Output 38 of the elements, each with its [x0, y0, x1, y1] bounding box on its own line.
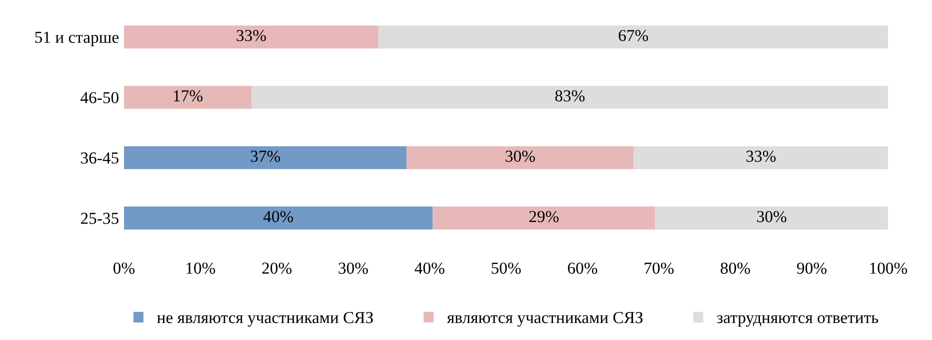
bar [124, 26, 378, 48]
bar [124, 86, 252, 109]
x-tick-label: 70% [644, 262, 674, 274]
bar [124, 146, 407, 170]
y-tick-label: 46-50 [80, 92, 118, 104]
x-tick-label: 60% [568, 262, 598, 274]
bar [406, 146, 634, 170]
x-tick-label: 100% [870, 262, 908, 274]
bar [432, 206, 656, 230]
legend-label: являются участниками СЯЗ [446, 312, 643, 327]
data-label: 30% [757, 210, 786, 222]
data-label: 30% [506, 150, 535, 162]
y-tick-label: 36-45 [81, 152, 118, 164]
data-label: 33% [746, 150, 776, 162]
data-label: 83% [555, 90, 585, 102]
legend-label: не являются участниками СЯЗ [157, 312, 373, 327]
x-tick-label: 50% [492, 262, 521, 274]
y-tick-label: 51 и старше [35, 32, 119, 46]
x-tick-label: 80% [720, 262, 750, 274]
x-tick-label: 40% [414, 262, 444, 274]
data-label: 33% [236, 30, 266, 42]
bar [252, 86, 888, 109]
bar [378, 26, 888, 48]
x-tick-label: 20% [262, 262, 292, 274]
x-tick-label: 10% [186, 262, 216, 274]
x-tick-label: 0% [113, 262, 134, 274]
data-label: 29% [529, 210, 559, 222]
data-label: 17% [174, 90, 202, 102]
legend-label: затрудняются ответить [717, 315, 878, 327]
data-label: 37% [250, 150, 280, 162]
data-label: 67% [618, 30, 648, 42]
y-tick-label: 25-35 [80, 212, 118, 224]
bar [634, 146, 888, 170]
data-label: 40% [263, 210, 294, 222]
bar [655, 206, 888, 230]
x-tick-label: 30% [338, 262, 368, 274]
bar [124, 206, 433, 230]
x-tick-label: 90% [797, 262, 826, 274]
